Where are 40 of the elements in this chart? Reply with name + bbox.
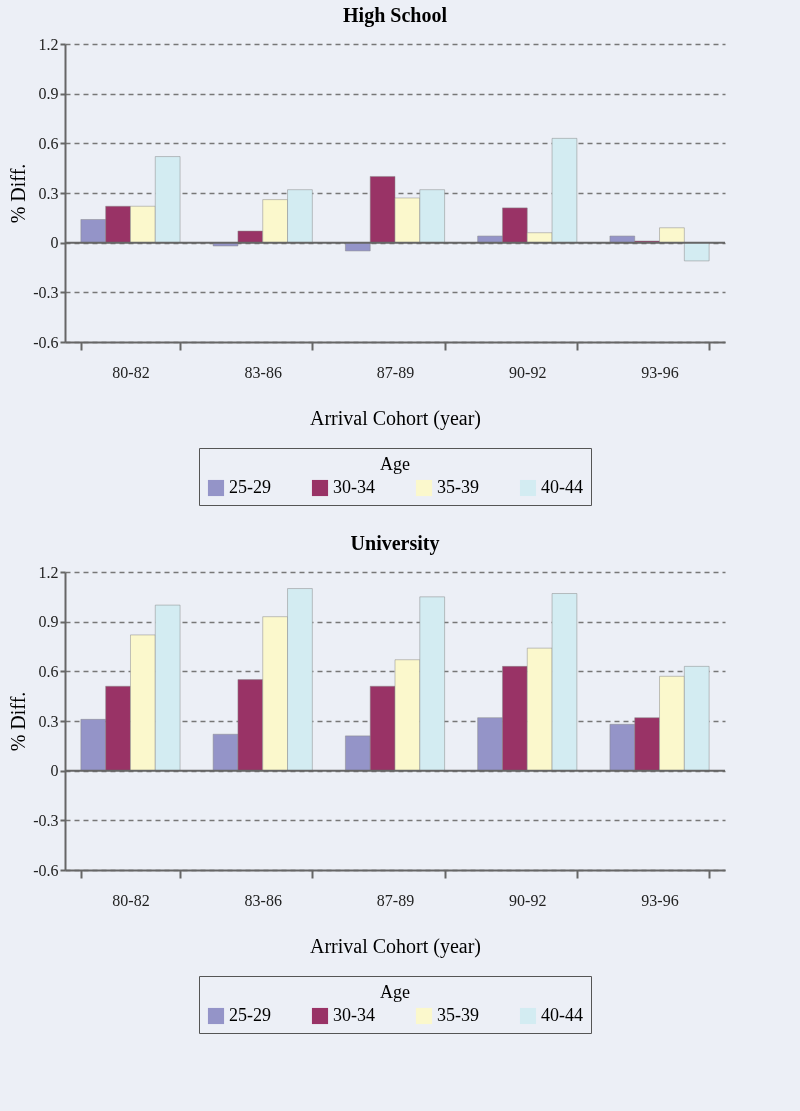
y-tick-label: -0.3 (33, 811, 59, 829)
x-tick-label: 87-89 (376, 891, 415, 909)
legend-label: 25-29 (229, 1005, 271, 1025)
legend-label: 40-44 (541, 477, 583, 497)
chart-title: High School (343, 4, 448, 27)
x-axis-title: Arrival Cohort (year) (309, 934, 482, 958)
x-tick-label: 93-96 (641, 891, 679, 909)
x-tick-label: 80-82 (112, 891, 150, 909)
y-tick-label: 0.9 (38, 85, 59, 103)
legend-title: Age (380, 982, 410, 1002)
legend-label: 35-39 (437, 477, 479, 497)
y-tick-label: 0.3 (38, 184, 59, 202)
x-tick-label: 80-82 (112, 363, 150, 381)
y-tick-label: 0.3 (38, 712, 59, 730)
chart-title: University (350, 532, 440, 555)
y-tick-label: -0.3 (33, 283, 59, 301)
y-tick-label: 1.2 (38, 563, 59, 581)
y-tick-label: 1.2 (38, 35, 59, 53)
legend-label: 35-39 (437, 1005, 479, 1025)
y-tick-label: 0 (50, 234, 59, 252)
y-tick-label: -0.6 (33, 861, 59, 879)
legend-label: 25-29 (229, 477, 271, 497)
legend-title: Age (380, 454, 410, 474)
x-tick-label: 93-96 (641, 363, 679, 381)
x-tick-label: 90-92 (509, 891, 547, 909)
y-tick-label: 0.9 (38, 613, 59, 631)
x-axis-title: Arrival Cohort (year) (309, 406, 482, 430)
y-tick-label: 0.6 (38, 134, 59, 152)
legend-label: 40-44 (541, 1005, 583, 1025)
y-tick-label: -0.6 (33, 333, 59, 351)
legend-label: 30-34 (333, 1005, 375, 1025)
y-axis-title: % Diff. (7, 163, 30, 224)
x-tick-label: 83-86 (244, 363, 282, 381)
y-tick-label: 0.6 (38, 662, 59, 680)
y-tick-label: 0 (50, 762, 59, 780)
x-tick-label: 90-92 (509, 363, 547, 381)
x-tick-label: 83-86 (244, 891, 282, 909)
y-axis-title: % Diff. (7, 691, 30, 752)
legend-label: 30-34 (333, 477, 375, 497)
x-tick-label: 87-89 (376, 363, 415, 381)
